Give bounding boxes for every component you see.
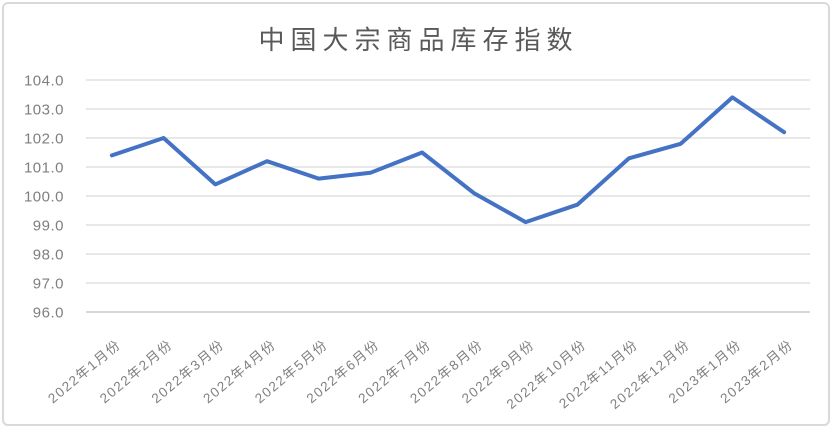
y-axis-tick-label: 96.0 — [33, 305, 64, 322]
y-axis-tick-label: 103.0 — [24, 102, 64, 119]
chart-title: 中国大宗商品库存指数 — [258, 25, 579, 55]
y-axis-tick-label: 104.0 — [24, 73, 64, 90]
data-series-line — [109, 95, 787, 225]
y-axis-tick-label: 100.0 — [24, 189, 64, 206]
y-axis-tick-label: 101.0 — [24, 160, 64, 177]
y-axis-tick-label: 98.0 — [33, 247, 64, 264]
y-axis-tick-label: 102.0 — [24, 131, 64, 148]
y-axis-tick-label: 97.0 — [33, 276, 64, 293]
y-axis-tick-label: 99.0 — [33, 218, 64, 235]
